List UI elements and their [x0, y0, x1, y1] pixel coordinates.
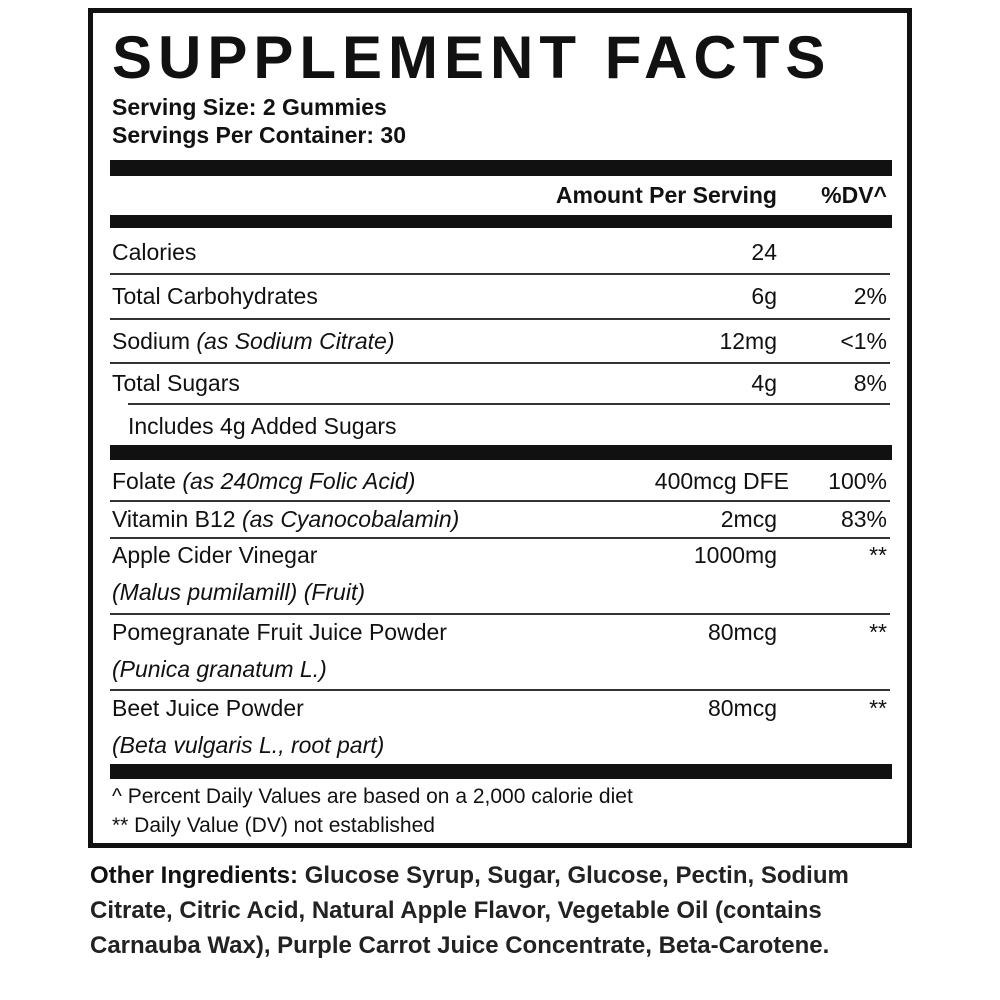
header-dv: %DV^ [821, 182, 887, 208]
divider-thick [110, 764, 892, 779]
divider-thin [110, 689, 890, 691]
nutrient-source: (Malus pumilamill) (Fruit) [112, 579, 366, 605]
nutrient-dv: 8% [853, 370, 887, 396]
divider-thin [110, 362, 890, 364]
nutrient-dv: ** [869, 695, 887, 721]
nutrient-source: (as Sodium Citrate) [196, 328, 395, 354]
other-ingredients-list: Glucose Syrup, Sugar, Glucose, Pectin, S… [90, 862, 849, 959]
panel-title: SUPPLEMENT FACTS [112, 24, 832, 91]
nutrient-dv: <1% [840, 328, 887, 354]
nutrient-dv: ** [869, 542, 887, 568]
nutrient-amount: 2mcg [720, 506, 777, 532]
nutrient-name: Apple Cider Vinegar [112, 542, 318, 568]
divider-thin [110, 500, 890, 502]
nutrient-dv: ** [869, 619, 887, 645]
nutrient-name: Calories [112, 239, 197, 265]
nutrient-amount: 80mcg [707, 695, 777, 721]
nutrient-amount: 12mg [719, 328, 777, 354]
divider-thick [110, 445, 892, 460]
footnote-dv: ^ Percent Daily Values are based on a 2,… [112, 785, 633, 808]
nutrient-amount: 400mcg DFE [654, 468, 789, 494]
serving-size: Serving Size: 2 Gummies [112, 94, 387, 120]
servings-per-container: Servings Per Container: 30 [112, 122, 406, 148]
divider-thin [110, 318, 890, 320]
nutrient-amount: 4g [751, 370, 777, 396]
divider-thick [110, 215, 892, 228]
nutrient-source: (Beta vulgaris L., root part) [112, 732, 385, 758]
nutrient-name: Pomegranate Fruit Juice Powder [112, 619, 447, 645]
nutrient-name: Beet Juice Powder [112, 695, 304, 721]
nutrient-name: Folate (as 240mcg Folic Acid) [112, 468, 416, 494]
nutrient-amount: 6g [751, 283, 777, 309]
divider-thin [110, 613, 890, 615]
nutrient-source: (as Cyanocobalamin) [241, 506, 460, 532]
nutrient-amount: 80mcg [707, 619, 777, 645]
nutrient-dv: 83% [840, 506, 887, 532]
nutrient-name: Total Sugars [112, 370, 240, 396]
nutrient-name: Vitamin B12 (as Cyanocobalamin) [112, 506, 460, 532]
nutrient-name: Sodium (as Sodium Citrate) [112, 328, 395, 354]
nutrient-amount: 1000mg [693, 542, 777, 568]
other-ingredients: Other Ingredients: Glucose Syrup, Sugar,… [90, 858, 930, 963]
nutrient-source: (as 240mcg Folic Acid) [182, 468, 416, 494]
supplement-facts-panel [88, 8, 912, 848]
nutrient-source: (Punica granatum L.) [112, 656, 327, 682]
nutrient-name: Includes 4g Added Sugars [128, 413, 397, 439]
header-amount: Amount Per Serving [555, 182, 777, 208]
divider-thin [110, 273, 890, 275]
nutrient-dv: 2% [853, 283, 887, 309]
divider-thin [128, 403, 890, 405]
nutrient-name: Total Carbohydrates [112, 283, 318, 309]
divider-thick [110, 160, 892, 176]
divider-thin [110, 537, 890, 539]
other-ingredients-label: Other Ingredients: [90, 862, 299, 889]
nutrient-dv: 100% [828, 468, 887, 494]
footnote-not-established: ** Daily Value (DV) not established [112, 814, 435, 837]
nutrient-amount: 24 [751, 239, 777, 265]
